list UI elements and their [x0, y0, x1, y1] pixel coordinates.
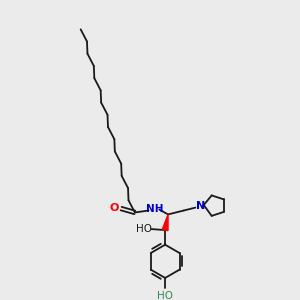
Text: NH: NH: [146, 204, 163, 214]
Text: O: O: [110, 202, 119, 213]
Text: N: N: [196, 201, 205, 211]
Polygon shape: [162, 214, 168, 231]
Text: HO: HO: [136, 224, 152, 234]
Text: HO: HO: [157, 290, 173, 300]
